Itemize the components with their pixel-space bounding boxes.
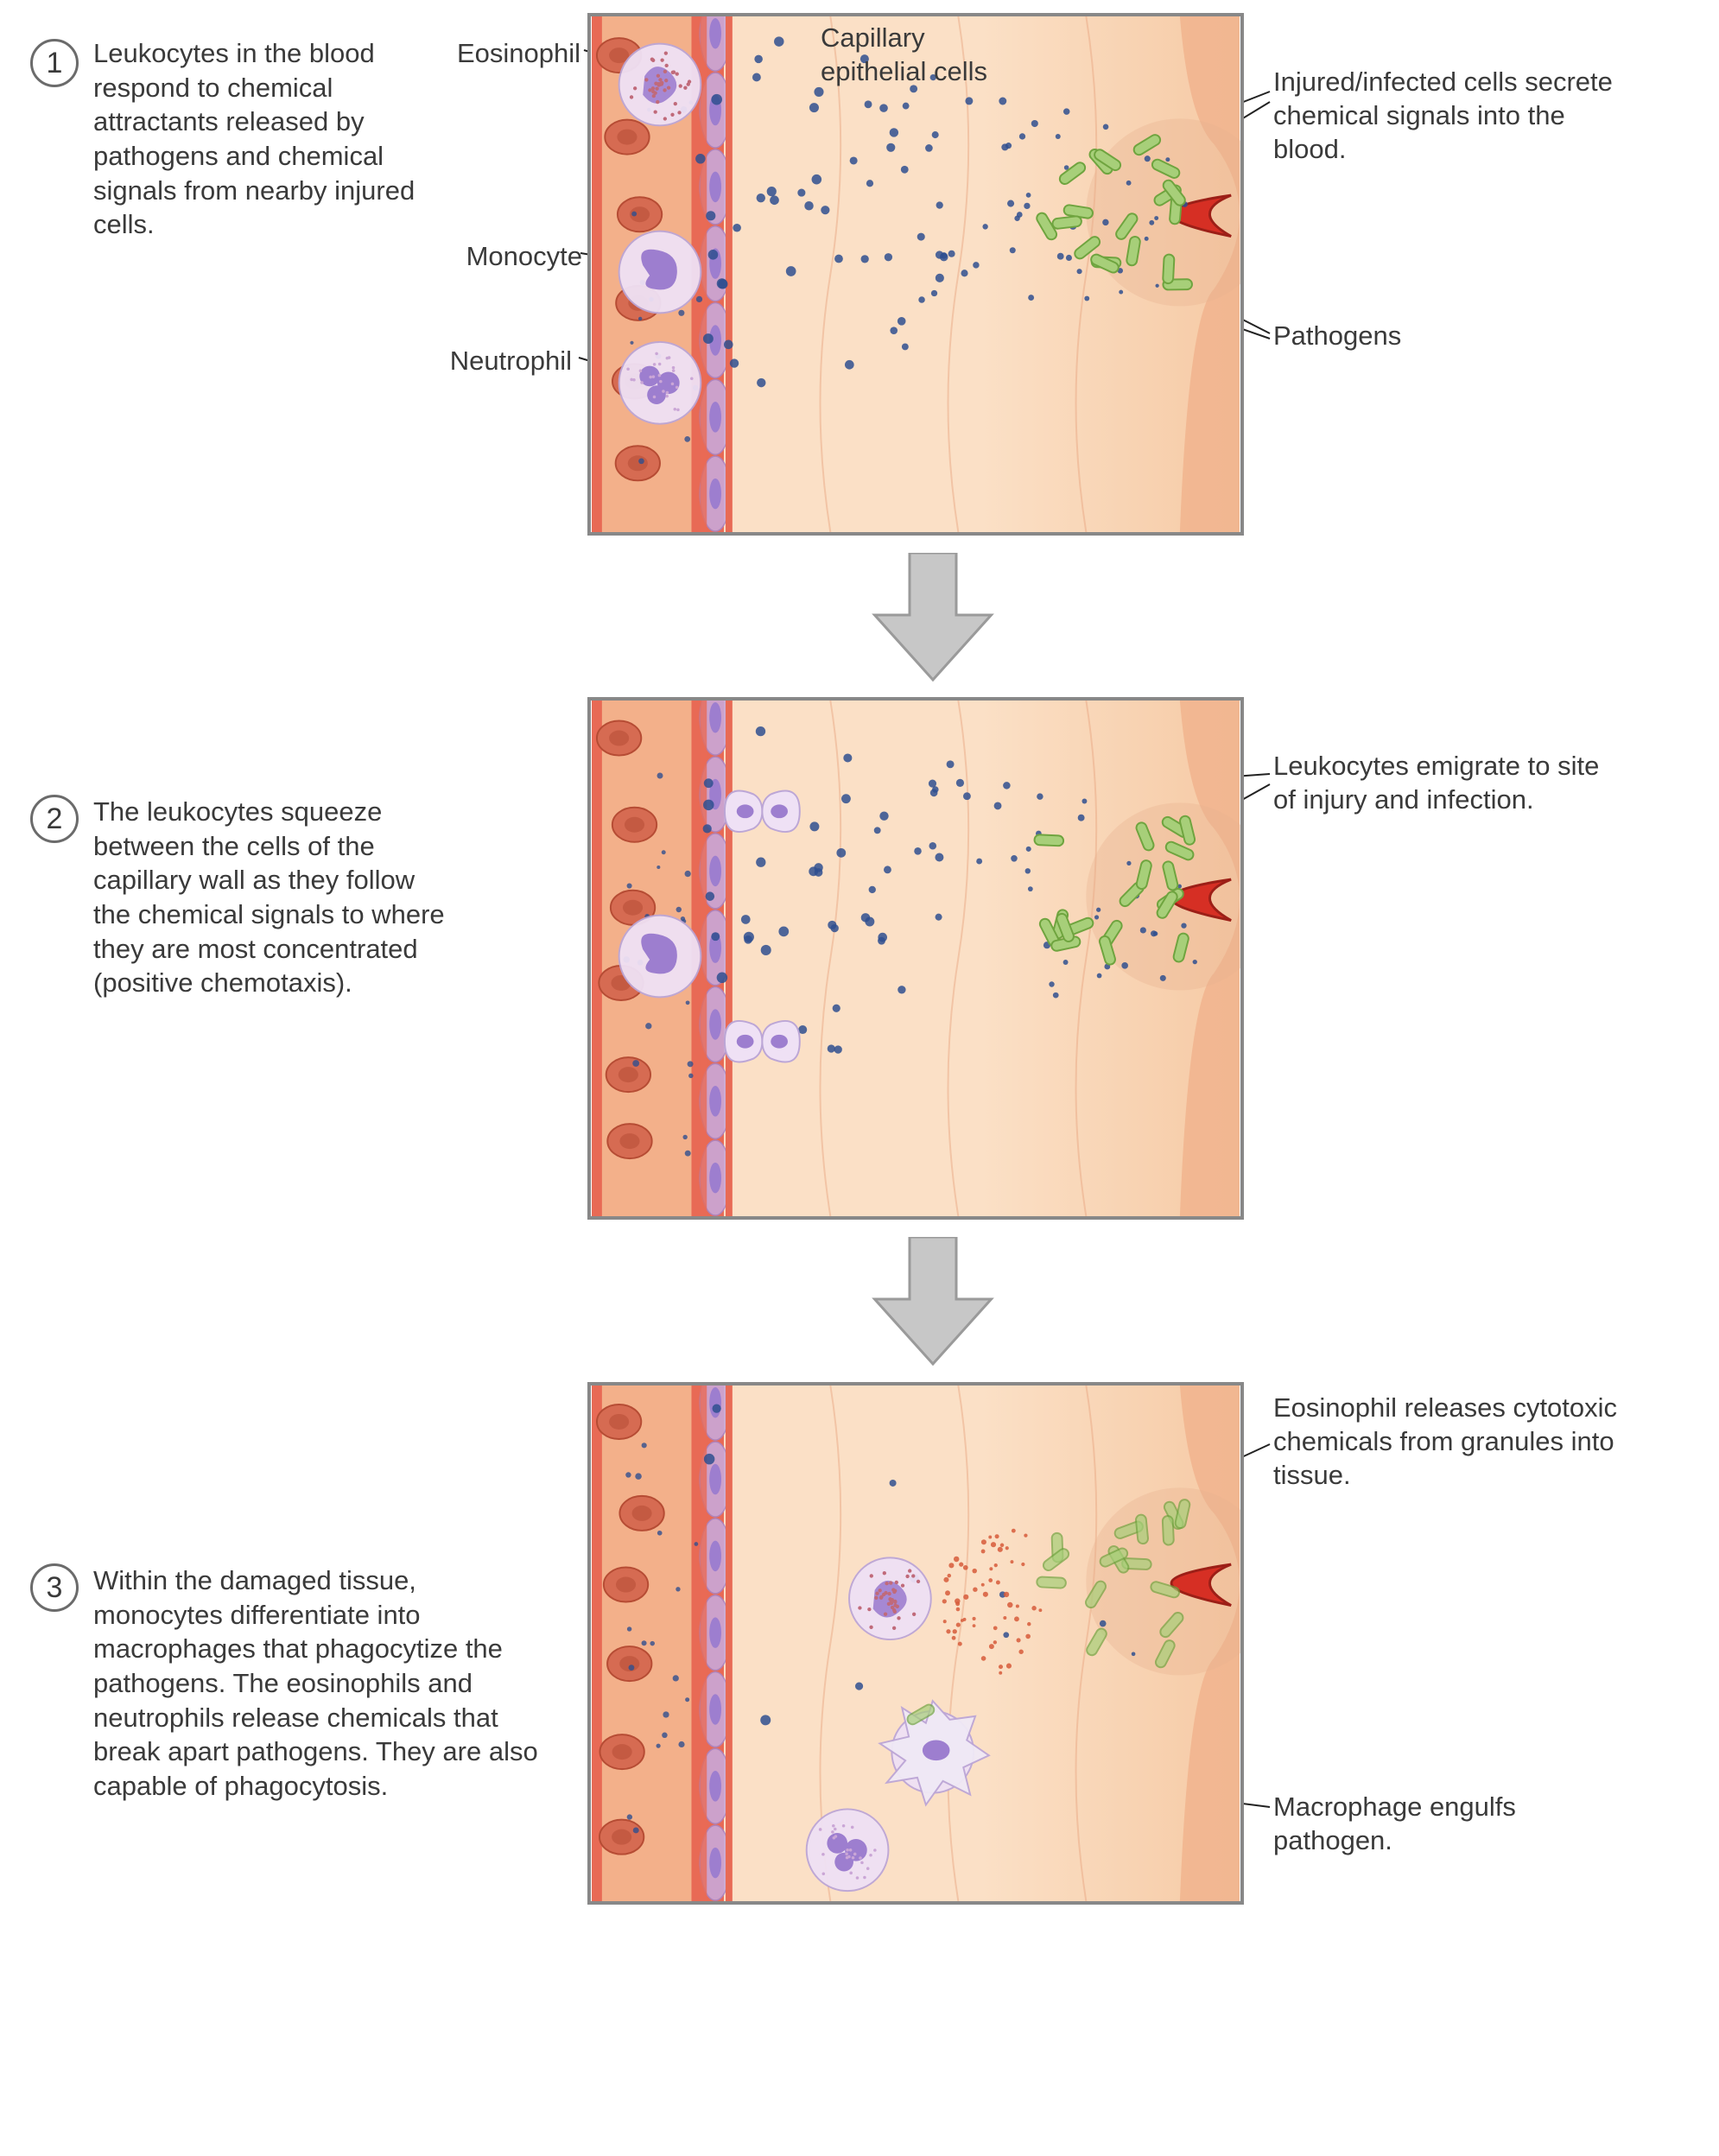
label-step3-0: Eosinophil releases cytotoxic chemicals … [1273,1391,1619,1492]
down-arrow-icon [868,553,998,682]
label-step1-1: Monocyte [306,239,582,273]
label-step1-5: Pathogens [1273,319,1550,352]
panel-step-3 [587,1382,1244,1905]
label-step3-1: Macrophage engulfs pathogen. [1273,1790,1584,1857]
step-number-text: 1 [47,47,63,80]
label-step1-0: Eosinophil [304,36,580,70]
step-number-text: 2 [47,802,63,836]
label-step2-0: Leukocytes emigrate to site of injury an… [1273,749,1602,816]
panel-step-2 [587,697,1244,1220]
step-number-2: 2 [30,795,79,843]
panel-step-1 [587,13,1244,536]
label-step1-4: Injured/infected cells secrete chemical … [1273,65,1636,166]
step-number-3: 3 [30,1563,79,1612]
label-step1-3: Capillary epithelial cells [821,21,1028,88]
step-number-text: 3 [47,1571,63,1605]
step-number-1: 1 [30,39,79,87]
step-description-3: Within the damaged tissue, monocytes dif… [93,1563,551,1804]
label-step1-2: Neutrophil [295,344,572,377]
down-arrow-icon [868,1237,998,1367]
step-description-2: The leukocytes squeeze between the cells… [93,795,447,1000]
